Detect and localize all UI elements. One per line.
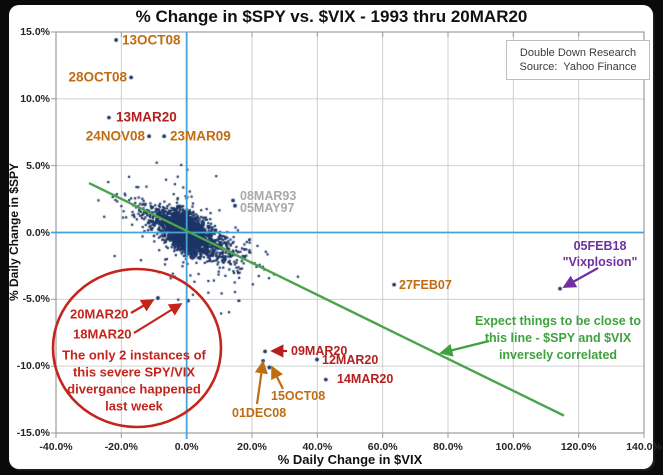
y-tick-15.0%: 15.0% <box>20 26 50 38</box>
y-tick-10.0%: 10.0% <box>20 92 50 105</box>
annotation-15OCT08: 15OCT08 <box>271 388 326 403</box>
source-line-1: Double Down Research <box>519 46 637 59</box>
y-tick-0.0%: 0.0% <box>26 226 50 239</box>
annotation-circle-note-line-4: last week <box>105 398 163 414</box>
annotation-circle-note-line-1: The only 2 instances of <box>62 347 206 363</box>
annotation-circle-note-line-3: divergance happened <box>67 381 201 397</box>
annotation-green-note-line-1: Expect things to be close to <box>475 313 641 328</box>
x-tick-40.0%: 40.0% <box>302 441 333 453</box>
annotation-13MAR20: 13MAR20 <box>116 109 177 125</box>
annotation-23MAR09: 23MAR09 <box>170 128 231 144</box>
annotation-28OCT08: 28OCT08 <box>68 69 127 85</box>
x-tick-100.0%: 100.0% <box>495 441 532 453</box>
y-tick--15.0%: -15.0% <box>16 427 50 439</box>
annotation-27FEB07: 27FEB07 <box>399 277 452 292</box>
x-tick-60.0%: 60.0% <box>367 441 398 453</box>
x-tick--20.0%: -20.0% <box>104 441 138 453</box>
y-tick-5.0%: 5.0% <box>26 159 50 172</box>
x-tick-20.0%: 20.0% <box>237 441 267 453</box>
annotation-01DEC08: 01DEC08 <box>232 405 287 420</box>
annotation-18MAR20: 18MAR20 <box>73 326 132 342</box>
y-tick--10.0%: -10.0% <box>16 360 50 373</box>
annotation-08MAR93: 08MAR93 <box>240 188 297 203</box>
y-axis-title: % Daily Change in $SPY <box>7 162 21 302</box>
annotation-14MAR20: 14MAR20 <box>337 371 394 386</box>
annotation-green-note-line-3: inversely correlated <box>498 347 618 362</box>
source-box: Double Down Research Source: Yahoo Finan… <box>506 40 650 80</box>
x-tick-80.0%: 80.0% <box>433 441 463 453</box>
x-tick-120.0%: 120.0% <box>560 441 597 453</box>
y-tick--5.0%: -5.0% <box>22 293 50 306</box>
annotation-vixplosion: "Vixplosion" <box>562 254 638 269</box>
annotation-09MAR20: 09MAR20 <box>291 343 348 358</box>
x-tick-140.0%: 140.0% <box>626 441 662 453</box>
annotation-05MAY97: 05MAY97 <box>240 200 295 215</box>
annotation-13OCT08: 13OCT08 <box>122 32 181 48</box>
x-axis-title: % Daily Change in $VIX <box>277 452 423 467</box>
annotation-circle-note-line-2: this severe SPY/VIX <box>72 364 196 380</box>
annotation-24NOV08: 24NOV08 <box>85 128 145 144</box>
annotation-05FEB18: 05FEB18 <box>573 238 627 253</box>
annotation-green-note-line-2: this line - $SPY and $VIX <box>484 330 632 345</box>
source-line-2: Source: Yahoo Finance <box>519 60 637 73</box>
annotation-12MAR20: 12MAR20 <box>322 352 379 367</box>
x-tick--40.0%: -40.0% <box>39 441 73 453</box>
annotation-20MAR20: 20MAR20 <box>70 306 129 322</box>
x-tick-0.0%: 0.0% <box>174 441 199 453</box>
